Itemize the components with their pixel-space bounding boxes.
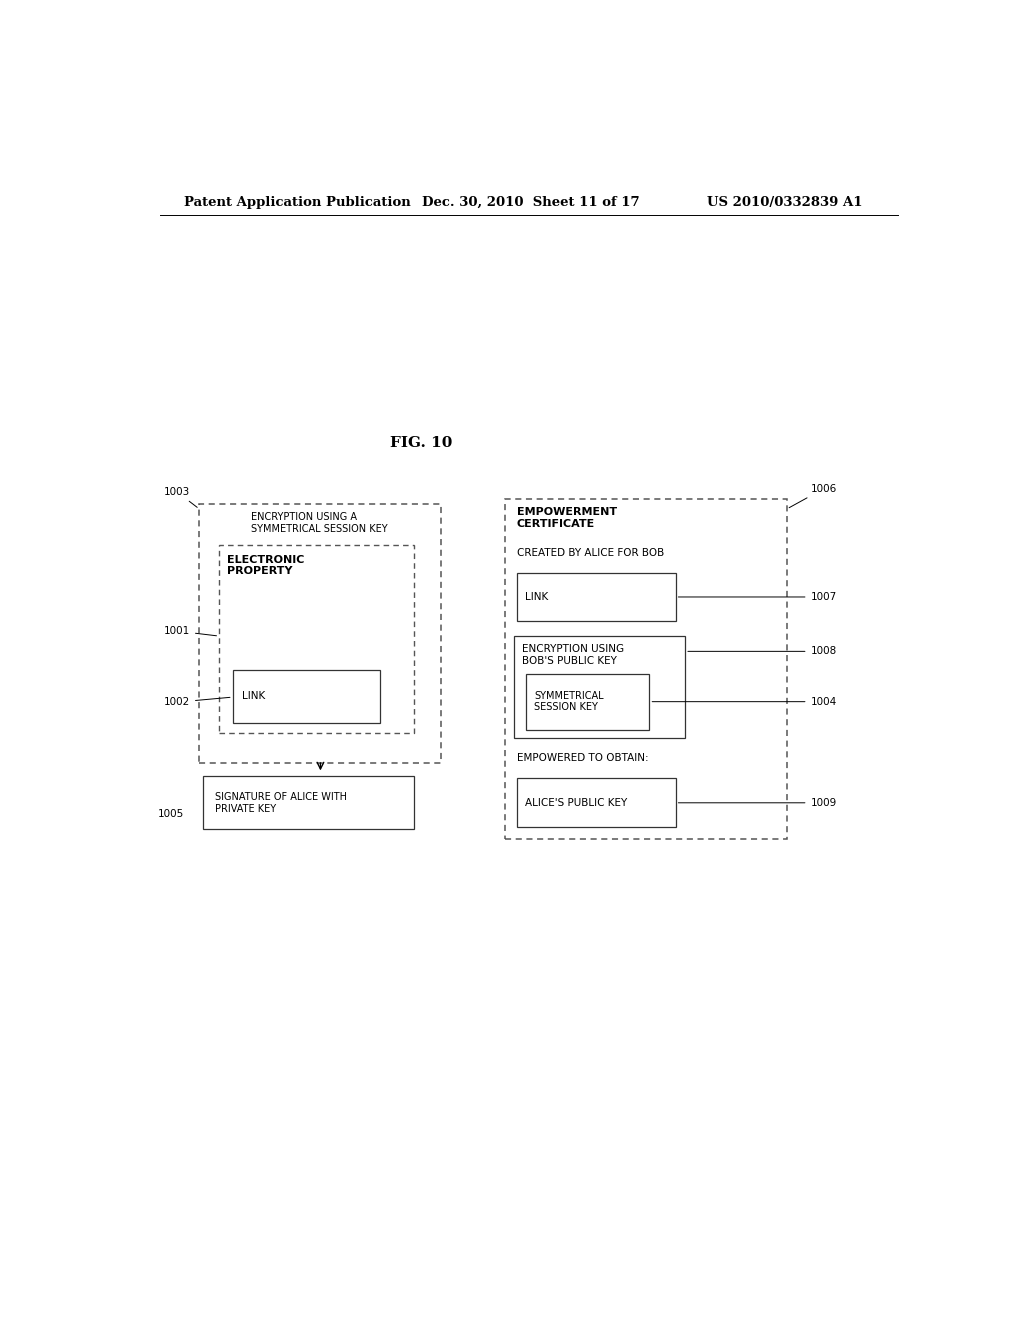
Bar [505,499,786,840]
Text: Patent Application Publication: Patent Application Publication [183,195,411,209]
Text: EMPOWERED TO OBTAIN:: EMPOWERED TO OBTAIN: [517,752,648,763]
Text: US 2010/0332839 A1: US 2010/0332839 A1 [708,195,863,209]
Text: 1008: 1008 [688,647,837,656]
Text: Dec. 30, 2010  Sheet 11 of 17: Dec. 30, 2010 Sheet 11 of 17 [422,195,639,209]
Text: SYMMETRICAL
SESSION KEY: SYMMETRICAL SESSION KEY [535,690,604,713]
Text: 1009: 1009 [678,797,837,808]
Text: 1006: 1006 [790,483,837,508]
Text: 1002: 1002 [164,697,230,708]
Bar [526,673,649,730]
Text: ENCRYPTION USING A
SYMMETRICAL SESSION KEY: ENCRYPTION USING A SYMMETRICAL SESSION K… [251,512,388,533]
Text: 1003: 1003 [164,487,198,507]
Text: EMPOWERMENT
CERTIFICATE: EMPOWERMENT CERTIFICATE [517,507,617,528]
Text: LINK: LINK [243,692,265,701]
Bar [200,504,441,763]
Bar [232,669,380,722]
Text: FIG. 10: FIG. 10 [390,436,453,450]
Text: CREATED BY ALICE FOR BOB: CREATED BY ALICE FOR BOB [517,548,665,557]
Bar [204,776,414,829]
Text: ELECTRONIC
PROPERTY: ELECTRONIC PROPERTY [227,554,304,577]
Text: LINK: LINK [524,591,548,602]
Text: 1005: 1005 [158,809,184,818]
Bar [517,779,676,828]
Bar [517,573,676,620]
Text: 1007: 1007 [678,591,837,602]
Text: 1001: 1001 [164,626,216,636]
Text: INCLUDING:: INCLUDING: [517,595,579,606]
Text: ENCRYPTION USING
BOB'S PUBLIC KEY: ENCRYPTION USING BOB'S PUBLIC KEY [522,644,625,665]
Text: SIGNATURE OF ALICE WITH
PRIVATE KEY: SIGNATURE OF ALICE WITH PRIVATE KEY [215,792,347,813]
Text: ALICE'S PUBLIC KEY: ALICE'S PUBLIC KEY [524,797,627,808]
Bar [219,545,414,733]
Bar [514,636,685,738]
Text: 1004: 1004 [652,697,837,706]
